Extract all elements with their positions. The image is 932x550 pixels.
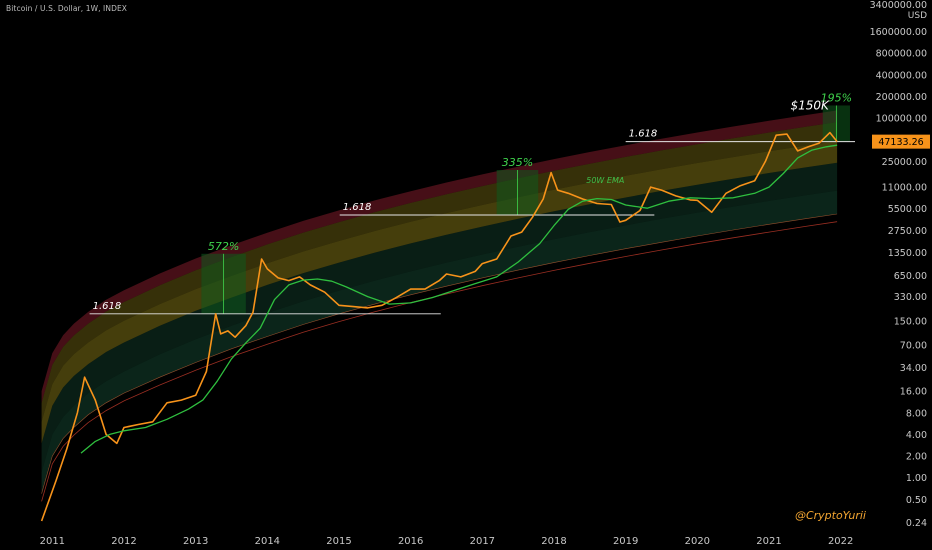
x-tick-label: 2011	[40, 536, 65, 547]
y-tick-label: 4.00	[906, 430, 927, 441]
y-tick-label: 400000.00	[876, 70, 927, 81]
x-tick-label: 2021	[756, 536, 781, 547]
y-tick-label: 25000.00	[882, 157, 927, 168]
y-tick-top-partial: 3400000.00	[870, 0, 927, 11]
y-tick-label: 16.00	[900, 387, 927, 398]
y-tick-label: 2750.00	[888, 226, 927, 237]
rainbow-bands	[41, 110, 838, 502]
fib-lines	[89, 141, 855, 315]
y-tick-label: 100000.00	[876, 114, 927, 125]
x-tick-label: 2022	[828, 536, 853, 547]
y-tick-label: 11000.00	[882, 183, 927, 194]
fib-label-2: 1.618	[629, 129, 658, 140]
pct-label-2: 195%	[821, 91, 852, 104]
y-tick-label: 1.00	[906, 473, 927, 484]
x-axis: 2011 2012 2013 2014 2015 2016 2017 2018 2019 2020…	[40, 536, 854, 547]
y-tick-label: 8.00	[906, 408, 927, 419]
y-tick-label: 650.00	[894, 271, 927, 282]
y-tick-label: 5500.00	[888, 204, 927, 215]
y-tick-label: 2.00	[906, 452, 927, 463]
y-tick-label: 150.00	[894, 317, 927, 328]
x-tick-label: 2020	[685, 536, 710, 547]
y-tick-label: 1350.00	[888, 248, 927, 259]
y-tick-label: 34.00	[900, 363, 927, 374]
x-tick-label: 2015	[326, 536, 351, 547]
y-tick-label: 330.00	[894, 292, 927, 303]
pct-label-0: 572%	[208, 240, 239, 253]
y-axis: 0.24 0.50 1.00 2.00 4.00 8.00 16.00 34.00 70.00 1…	[870, 0, 930, 529]
annotations: 1.618 1.618 1.618 572% 335% 195% 50W EMA $150K @…	[93, 91, 866, 522]
fib-label-1: 1.618	[343, 202, 372, 213]
ema-label: 50W EMA	[586, 176, 624, 185]
fib-label-0: 1.618	[93, 301, 122, 312]
band-3	[41, 122, 838, 422]
pct-label-1: 335%	[502, 156, 533, 169]
band-2	[41, 141, 838, 444]
price-badge-value: 47133.26	[878, 137, 923, 148]
target-label: $150K	[791, 98, 831, 112]
credit-label: @CryptoYurii	[795, 509, 866, 522]
price-badge	[872, 134, 930, 149]
ema-line	[80, 144, 838, 454]
band-1	[41, 162, 838, 472]
y-tick-label: 800000.00	[876, 49, 927, 60]
band-0	[41, 190, 838, 494]
y-tick-label: 70.00	[900, 341, 927, 352]
series	[40, 131, 838, 522]
band-lower-line	[41, 213, 838, 494]
x-tick-label: 2013	[183, 536, 208, 547]
x-tick-label: 2018	[541, 536, 566, 547]
y-tick-label: 0.50	[906, 495, 927, 506]
x-tick-label: 2019	[613, 536, 638, 547]
symbol-header: Bitcoin / U.S. Dollar, 1W, INDEX	[6, 4, 128, 13]
y-tick-label: 200000.00	[876, 92, 927, 103]
x-tick-label: 2017	[470, 536, 495, 547]
y-tick-label: 1600000.00	[870, 27, 927, 38]
x-tick-label: 2016	[398, 536, 423, 547]
price-line	[40, 131, 838, 522]
y-tick-label: 0.24	[906, 518, 927, 529]
band-floor-line	[41, 221, 838, 502]
y-axis-unit: USD	[908, 11, 927, 21]
x-tick-label: 2014	[255, 536, 280, 547]
x-tick-label: 2012	[111, 536, 136, 547]
